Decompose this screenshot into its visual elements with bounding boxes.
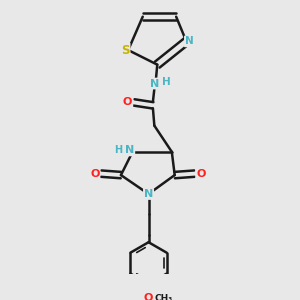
Text: N: N — [125, 146, 134, 155]
Text: N: N — [144, 189, 153, 199]
Text: S: S — [121, 44, 130, 57]
Text: H: H — [162, 77, 170, 87]
Text: O: O — [90, 169, 100, 178]
Text: N: N — [150, 79, 159, 88]
Text: O: O — [123, 98, 132, 107]
Text: N: N — [185, 36, 194, 46]
Text: O: O — [196, 169, 206, 178]
Text: O: O — [144, 293, 153, 300]
Text: CH₃: CH₃ — [154, 293, 173, 300]
Text: H: H — [115, 146, 123, 155]
